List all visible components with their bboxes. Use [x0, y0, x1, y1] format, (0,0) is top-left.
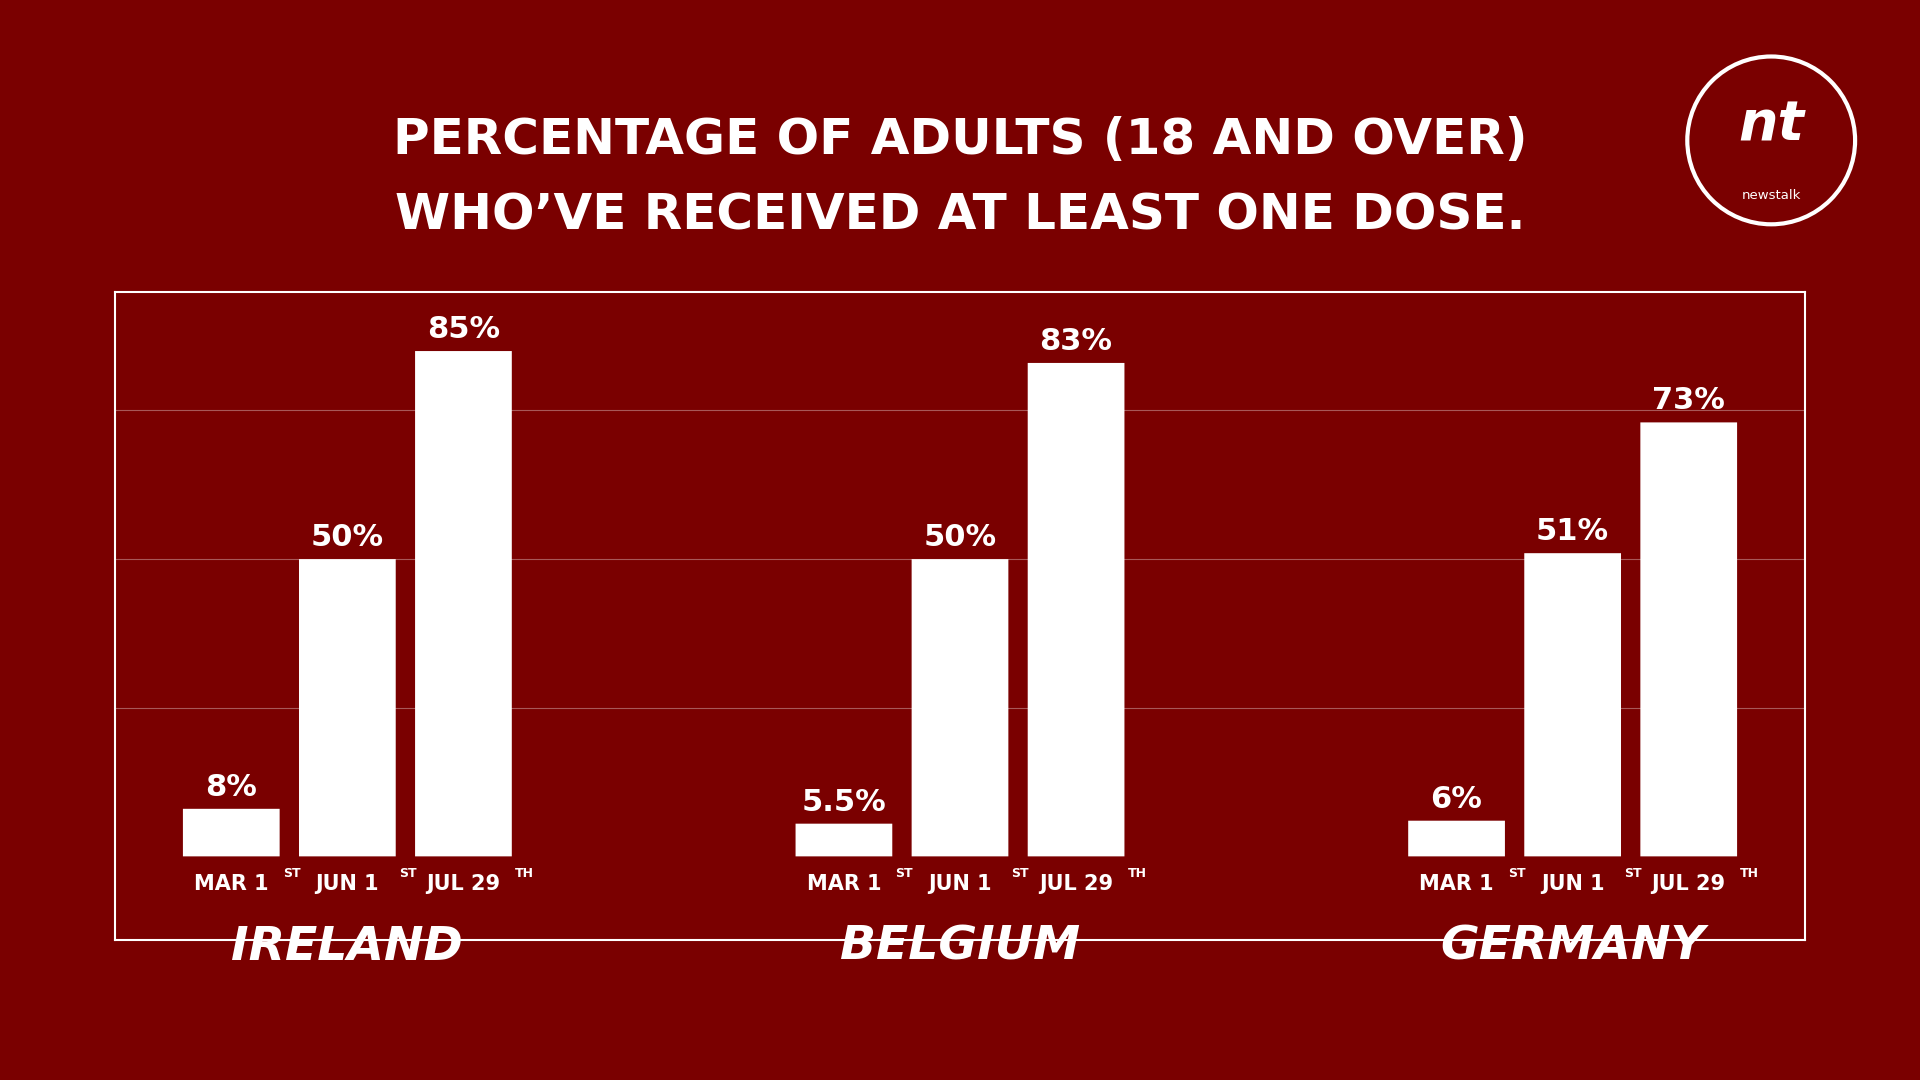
Text: JUN 1: JUN 1	[927, 874, 993, 894]
Text: WHO’VE RECEIVED AT LEAST ONE DOSE.: WHO’VE RECEIVED AT LEAST ONE DOSE.	[396, 192, 1524, 240]
Bar	[795, 824, 893, 856]
Text: ST: ST	[1012, 867, 1029, 880]
Text: TH: TH	[515, 867, 534, 880]
Text: PERCENTAGE OF ADULTS (18 AND OVER): PERCENTAGE OF ADULTS (18 AND OVER)	[394, 117, 1526, 164]
Text: JUN 1: JUN 1	[315, 874, 378, 894]
Bar	[182, 809, 280, 856]
Text: IRELAND: IRELAND	[232, 924, 463, 970]
Bar	[415, 351, 513, 856]
Text: 73%: 73%	[1653, 387, 1726, 415]
Bar	[1524, 553, 1620, 856]
Text: JUL 29: JUL 29	[426, 874, 501, 894]
Text: MAR 1: MAR 1	[1419, 874, 1494, 894]
Text: ST: ST	[282, 867, 301, 880]
Text: newstalk: newstalk	[1741, 189, 1801, 202]
Text: 51%: 51%	[1536, 517, 1609, 546]
Text: 50%: 50%	[311, 523, 384, 552]
Text: JUN 1: JUN 1	[1542, 874, 1605, 894]
Bar	[1640, 422, 1738, 856]
Text: 50%: 50%	[924, 523, 996, 552]
Text: GERMANY: GERMANY	[1440, 924, 1705, 970]
Text: TH: TH	[1127, 867, 1146, 880]
Bar	[300, 559, 396, 856]
Text: 85%: 85%	[426, 315, 499, 343]
Bar	[912, 559, 1008, 856]
Text: 83%: 83%	[1039, 327, 1112, 355]
Text: 6%: 6%	[1430, 784, 1482, 813]
Text: ST: ST	[895, 867, 914, 880]
Bar	[1027, 363, 1125, 856]
Text: ST: ST	[1624, 867, 1642, 880]
Text: TH: TH	[1740, 867, 1759, 880]
Text: JUL 29: JUL 29	[1039, 874, 1114, 894]
Bar	[1407, 821, 1505, 856]
Text: BELGIUM: BELGIUM	[839, 924, 1081, 970]
Text: ST: ST	[1507, 867, 1526, 880]
Text: MAR 1: MAR 1	[194, 874, 269, 894]
Text: ST: ST	[399, 867, 417, 880]
Text: 5.5%: 5.5%	[801, 787, 887, 816]
Text: MAR 1: MAR 1	[806, 874, 881, 894]
Text: nt: nt	[1738, 98, 1805, 152]
Text: JUL 29: JUL 29	[1651, 874, 1726, 894]
Text: 8%: 8%	[205, 772, 257, 801]
